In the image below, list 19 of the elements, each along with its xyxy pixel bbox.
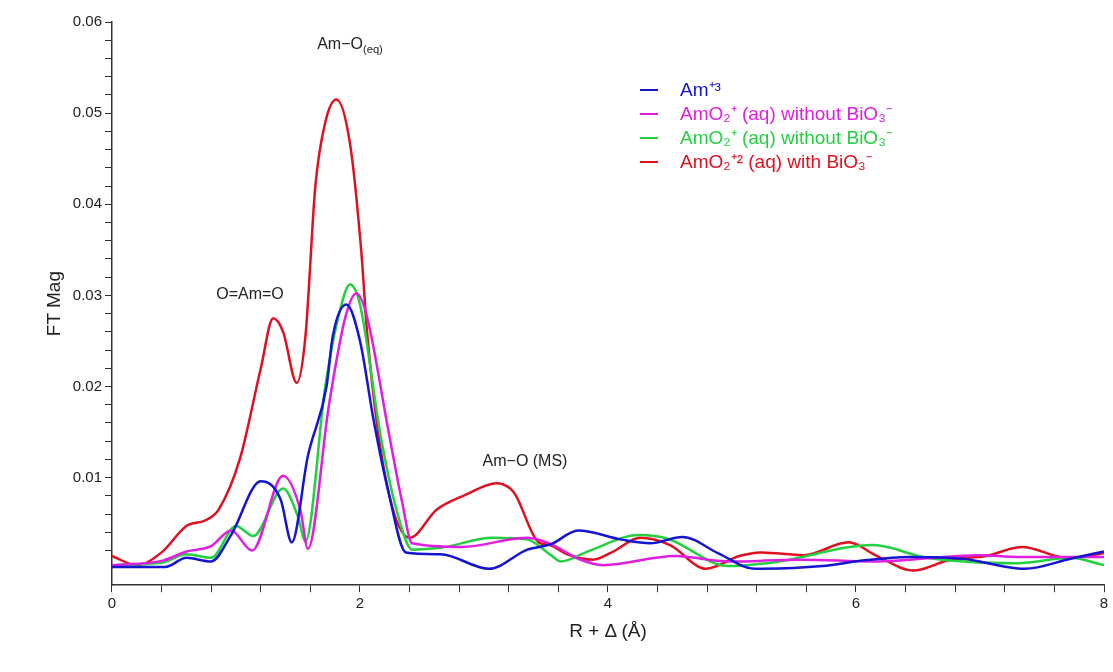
y-tick-label: 0.05 <box>72 103 102 121</box>
x-axis-title: R + Δ (Å) <box>569 619 647 641</box>
y-axis-title: FT Mag <box>42 271 64 337</box>
y-tick-label: 0.04 <box>72 194 102 212</box>
x-tick-label: 8 <box>1099 594 1109 612</box>
x-tick-label: 2 <box>355 594 365 612</box>
legend-label: AmO₂⁺ (aq) without BiO₃⁻ <box>680 102 892 126</box>
y-tick-label: 0.02 <box>72 376 102 394</box>
y-tick-label: 0.01 <box>72 467 102 485</box>
y-tick-label: 0.03 <box>72 285 102 303</box>
x-tick-label: 4 <box>603 594 613 612</box>
y-tick-label: 0.06 <box>72 12 102 30</box>
annotation: Am−O (MS) <box>482 452 568 470</box>
legend-label: AmO₂⁺ (aq) without BiO₃⁻ <box>680 126 892 150</box>
x-tick-label: 6 <box>851 594 861 612</box>
x-tick-label: 0 <box>107 594 117 612</box>
legend-label: AmO₂⁺² (aq) with BiO₃⁻ <box>680 150 872 174</box>
legend-label: Am⁺³ <box>680 78 721 102</box>
annotation: O=Am=O <box>216 285 284 303</box>
